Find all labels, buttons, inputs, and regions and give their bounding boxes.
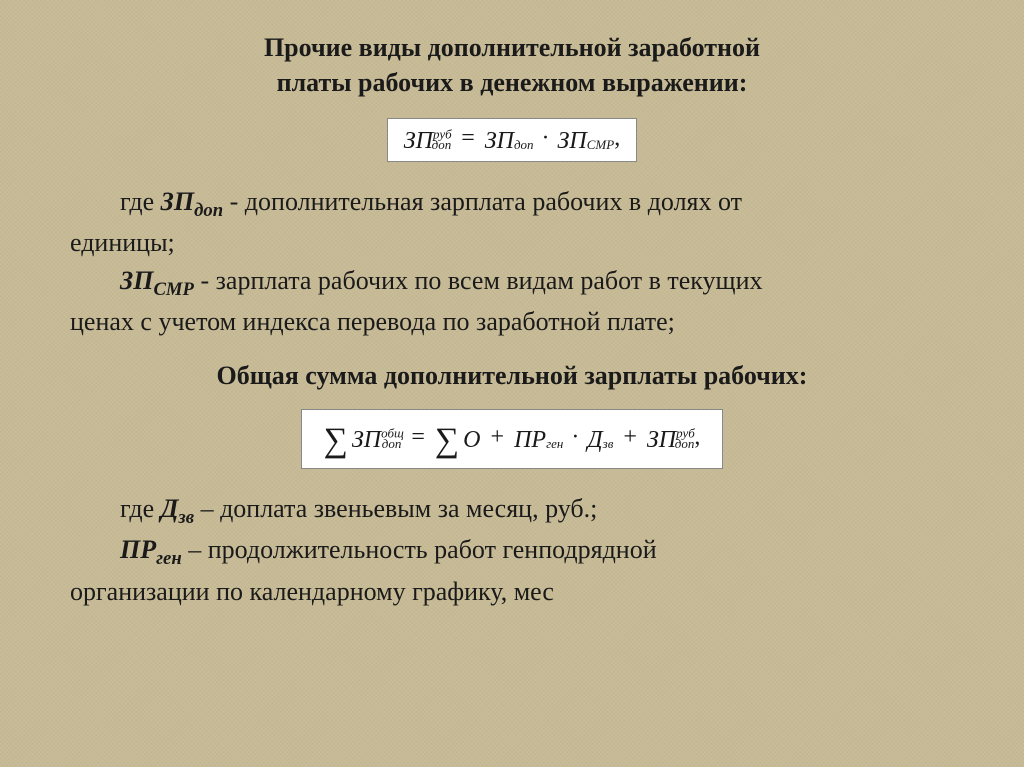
sigma-icon-2: ∑: [435, 427, 459, 454]
f2-t1: О: [463, 427, 480, 453]
equals-icon-2: =: [405, 424, 431, 450]
formula-2: ∑ ЗПобщдоп = ∑ О + ПРген · Дзв + ЗПрубдо…: [301, 409, 724, 469]
definition-4-line-1: ПРген – продолжительность работ генподря…: [70, 532, 954, 571]
def4-text-a: – продолжительность работ генподрядной: [182, 535, 657, 564]
f2-t4-base: ЗП: [647, 427, 676, 453]
f2-t4-sub: доп: [675, 436, 695, 451]
def1-sym-sub: доп: [194, 200, 223, 221]
def4-sym-sub: ген: [156, 549, 182, 570]
def3-text: – доплата звеньевым за месяц, руб.;: [194, 494, 597, 523]
f1-lhs-sub: доп: [432, 137, 452, 152]
equals-icon: =: [455, 125, 481, 151]
title-line-1: Прочие виды дополнительной заработной: [264, 33, 760, 62]
def2-text-a: - зарплата рабочих по всем видам работ в…: [194, 266, 763, 295]
definition-2-line-1: ЗПСМР - зарплата рабочих по всем видам р…: [70, 263, 954, 302]
definition-4-line-2: организации по календарному графику, мес: [70, 574, 954, 609]
formula-2-container: ∑ ЗПобщдоп = ∑ О + ПРген · Дзв + ЗПрубдо…: [70, 409, 954, 469]
f1-r2-base: ЗП: [558, 128, 587, 154]
where-prefix-2: где: [120, 494, 161, 523]
f1-lhs-base: ЗП: [404, 128, 433, 154]
f1-r2-sub: СМР: [587, 137, 614, 152]
def3-sym-sub: зв: [178, 507, 194, 528]
f2-t3-base: Д: [587, 427, 602, 453]
formula-1-container: ЗПрубдоп = ЗПдоп · ЗПСМР,: [70, 118, 954, 162]
formula-1: ЗПрубдоп = ЗПдоп · ЗПСМР,: [387, 118, 637, 162]
f2-t3-sub: зв: [603, 436, 614, 451]
f2-t2-sub: ген: [546, 436, 563, 451]
plus-icon-2: +: [617, 424, 643, 450]
subtitle: Общая сумма дополнительной зарплаты рабо…: [70, 361, 954, 391]
f1-trailing: ,: [614, 125, 620, 151]
def4-text-b: организации по календарному графику, мес: [70, 577, 554, 606]
def2-sym-base: ЗП: [120, 266, 153, 295]
definition-2-line-2: ценах с учетом индекса перевода по зараб…: [70, 304, 954, 339]
def2-text-b: ценах с учетом индекса перевода по зараб…: [70, 307, 675, 336]
def1-text-a: - дополнительная зарплата рабочих в доля…: [223, 187, 742, 216]
def3-sym-base: Д: [161, 494, 179, 523]
f2-trailing: ,: [694, 424, 700, 450]
sigma-icon: ∑: [324, 427, 348, 454]
f2-lhs-base: ЗП: [352, 427, 381, 453]
subtitle-text: Общая сумма дополнительной зарплаты рабо…: [217, 361, 808, 390]
title-line-2: платы рабочих в денежном выражении:: [277, 68, 748, 97]
plus-icon: +: [485, 424, 511, 450]
multiply-icon-2: ·: [567, 424, 583, 450]
definition-3: где Дзв – доплата звеньевым за месяц, ру…: [70, 491, 954, 530]
def2-sym-sub: СМР: [153, 279, 194, 300]
def4-sym-base: ПР: [120, 535, 156, 564]
def1-sym-base: ЗП: [161, 187, 194, 216]
f1-r1-sub: доп: [514, 137, 534, 152]
def1-text-b: единицы;: [70, 228, 175, 257]
f1-r1-base: ЗП: [485, 128, 514, 154]
f2-t2-base: ПР: [514, 427, 546, 453]
f2-lhs-sub: доп: [382, 436, 402, 451]
where-prefix: где: [120, 187, 161, 216]
definition-1-line-2: единицы;: [70, 225, 954, 260]
definition-1-line-1: где ЗПдоп - дополнительная зарплата рабо…: [70, 184, 954, 223]
title: Прочие виды дополнительной заработной пл…: [70, 30, 954, 100]
multiply-icon: ·: [538, 125, 554, 151]
